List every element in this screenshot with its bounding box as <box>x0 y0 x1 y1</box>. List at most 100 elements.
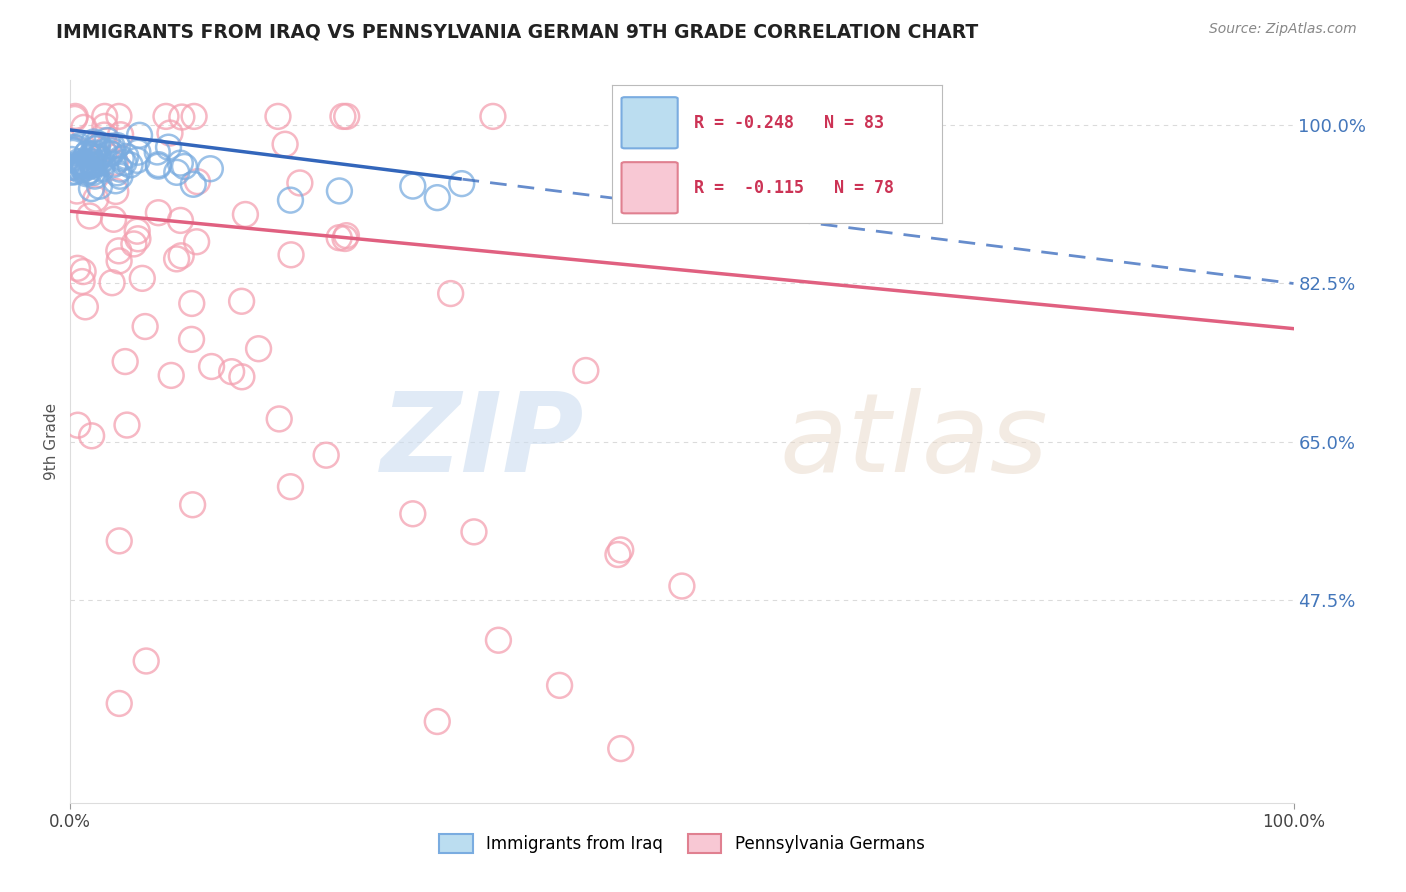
Text: R =  -0.115   N = 78: R = -0.115 N = 78 <box>695 178 894 197</box>
Point <box>173 160 195 174</box>
Point <box>86 140 108 154</box>
Point <box>131 271 153 285</box>
Point <box>101 139 124 153</box>
Point <box>166 165 188 179</box>
Point <box>280 480 302 494</box>
Point <box>66 184 89 198</box>
Point <box>66 418 89 433</box>
Point <box>63 112 86 126</box>
Point <box>65 164 87 178</box>
Point <box>101 276 124 290</box>
Point <box>104 155 127 169</box>
Point <box>610 542 633 557</box>
Point <box>146 145 169 159</box>
Point <box>402 507 425 521</box>
Point <box>83 150 105 164</box>
Point <box>108 533 131 548</box>
Point <box>79 158 101 172</box>
Point <box>115 149 138 163</box>
FancyBboxPatch shape <box>621 97 678 148</box>
Point <box>70 157 93 171</box>
Point <box>82 147 104 161</box>
Point <box>104 185 127 199</box>
Point <box>108 169 131 184</box>
Point <box>70 155 93 169</box>
Point <box>440 286 463 301</box>
Point <box>73 157 96 171</box>
Point <box>170 110 193 124</box>
Point <box>328 184 350 198</box>
Point <box>107 244 129 258</box>
Point <box>96 142 118 156</box>
Point <box>671 579 693 593</box>
Text: Source: ZipAtlas.com: Source: ZipAtlas.com <box>1209 22 1357 37</box>
Point <box>75 159 97 173</box>
Point <box>200 161 222 176</box>
Point <box>183 109 205 123</box>
Point <box>235 207 257 221</box>
Text: R = -0.248   N = 83: R = -0.248 N = 83 <box>695 114 884 132</box>
Point <box>128 128 150 143</box>
Point <box>269 412 291 426</box>
Point <box>159 126 181 140</box>
Point <box>336 109 359 123</box>
Point <box>157 140 180 154</box>
Point <box>169 156 191 170</box>
Point <box>575 363 598 377</box>
Point <box>89 179 111 194</box>
Point <box>82 158 104 172</box>
Point <box>488 633 510 648</box>
Point <box>100 147 122 161</box>
Point <box>110 128 132 142</box>
Point <box>335 228 357 243</box>
Point <box>70 275 93 289</box>
Point <box>65 158 87 172</box>
Point <box>148 205 170 219</box>
Point <box>60 165 83 179</box>
Point <box>62 144 84 158</box>
Point <box>67 139 90 153</box>
Point <box>114 354 136 368</box>
Point <box>107 138 129 153</box>
Point <box>65 109 87 123</box>
Point <box>66 261 89 276</box>
Point <box>148 159 170 173</box>
Point <box>87 150 110 164</box>
Point <box>76 165 98 179</box>
Point <box>76 146 98 161</box>
Point <box>98 146 121 161</box>
Point <box>60 153 83 167</box>
Point <box>82 165 104 179</box>
Point <box>75 167 97 181</box>
Point <box>610 741 633 756</box>
Point <box>83 135 105 149</box>
Point <box>91 156 114 170</box>
Point <box>77 160 100 174</box>
Point <box>65 160 87 174</box>
Point <box>90 161 112 176</box>
Point <box>93 145 115 160</box>
Point <box>127 224 149 238</box>
Text: ZIP: ZIP <box>381 388 583 495</box>
Point <box>274 137 297 152</box>
Point <box>155 109 177 123</box>
Point <box>607 548 630 562</box>
Point <box>548 678 571 692</box>
Point <box>135 654 157 668</box>
Point <box>280 248 302 262</box>
Point <box>73 161 96 176</box>
Point <box>482 109 505 123</box>
Point <box>463 524 485 539</box>
Point <box>73 120 96 135</box>
Point <box>103 212 125 227</box>
Point <box>80 429 103 443</box>
Point <box>267 109 290 123</box>
Point <box>72 264 94 278</box>
Point <box>127 145 149 160</box>
Point <box>108 162 131 177</box>
Point <box>86 151 108 165</box>
Y-axis label: 9th Grade: 9th Grade <box>44 403 59 480</box>
Point <box>170 249 193 263</box>
Point <box>160 368 183 383</box>
Point <box>94 120 117 134</box>
